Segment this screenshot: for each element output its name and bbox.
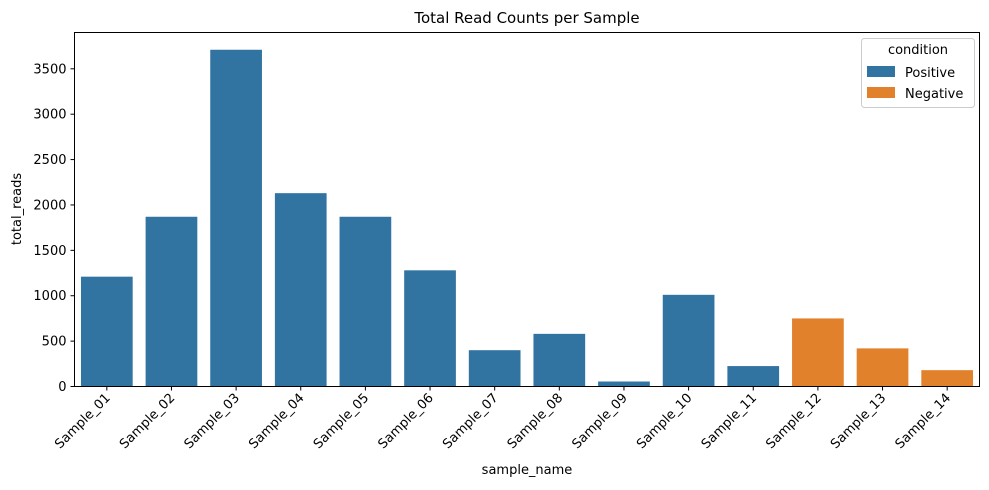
x-tick-label: Sample_11 xyxy=(699,391,760,452)
bar-sample-12 xyxy=(792,318,844,387)
bar-sample-13 xyxy=(856,348,909,387)
legend-title: condition xyxy=(888,43,948,58)
bar-sample-01 xyxy=(80,276,133,387)
bar-sample-09 xyxy=(598,381,650,387)
x-tick-label: Sample_12 xyxy=(763,391,824,452)
bar-sample-07 xyxy=(468,350,521,387)
bar-sample-03 xyxy=(210,49,262,387)
bar-sample-02 xyxy=(145,216,198,387)
legend: condition Positive Negative xyxy=(861,38,975,108)
y-axis-ticks: 0 500 1000 1500 2000 2500 3000 3500 xyxy=(33,62,75,395)
x-tick-label: Sample_08 xyxy=(505,391,566,452)
legend-label-positive: Positive xyxy=(905,66,955,81)
y-axis-label: total_reads xyxy=(10,173,25,246)
legend-label-negative: Negative xyxy=(905,87,963,102)
x-tick-label: Sample_07 xyxy=(440,391,501,452)
x-tick-label: Sample_05 xyxy=(311,391,372,452)
y-tick-label: 500 xyxy=(42,335,67,350)
bar-sample-06 xyxy=(404,270,456,387)
y-tick-label: 0 xyxy=(58,380,66,395)
x-tick-label: Sample_13 xyxy=(828,391,889,452)
bar-sample-10 xyxy=(662,294,715,387)
bar-sample-08 xyxy=(533,333,586,387)
bar-sample-05 xyxy=(339,216,392,387)
y-tick-label: 3000 xyxy=(33,108,66,123)
y-tick-label: 1000 xyxy=(33,289,66,304)
x-axis-ticks: Sample_01 Sample_02 Sample_03 Sample_04 Samp… xyxy=(52,386,954,452)
y-tick-label: 2000 xyxy=(33,198,66,213)
y-tick-label: 1500 xyxy=(33,244,66,259)
x-tick-label: Sample_02 xyxy=(117,391,178,452)
x-tick-label: Sample_14 xyxy=(893,391,954,452)
plot-frame xyxy=(74,32,980,387)
bars-group xyxy=(80,49,974,387)
x-tick-label: Sample_04 xyxy=(246,391,307,452)
x-tick-label: Sample_03 xyxy=(182,391,243,452)
chart-title: Total Read Counts per Sample xyxy=(413,9,639,27)
legend-swatch-negative xyxy=(867,87,895,98)
x-axis-label: sample_name xyxy=(482,463,573,478)
x-tick-label: Sample_06 xyxy=(375,391,436,452)
y-tick-label: 2500 xyxy=(33,153,66,168)
bar-sample-04 xyxy=(274,193,327,387)
bar-sample-14 xyxy=(921,370,974,387)
y-tick-label: 3500 xyxy=(33,62,66,77)
x-tick-label: Sample_09 xyxy=(569,391,630,452)
bar-sample-11 xyxy=(727,366,780,387)
legend-swatch-positive xyxy=(867,66,895,77)
x-tick-label: Sample_10 xyxy=(634,391,695,452)
x-tick-label: Sample_01 xyxy=(52,391,113,452)
